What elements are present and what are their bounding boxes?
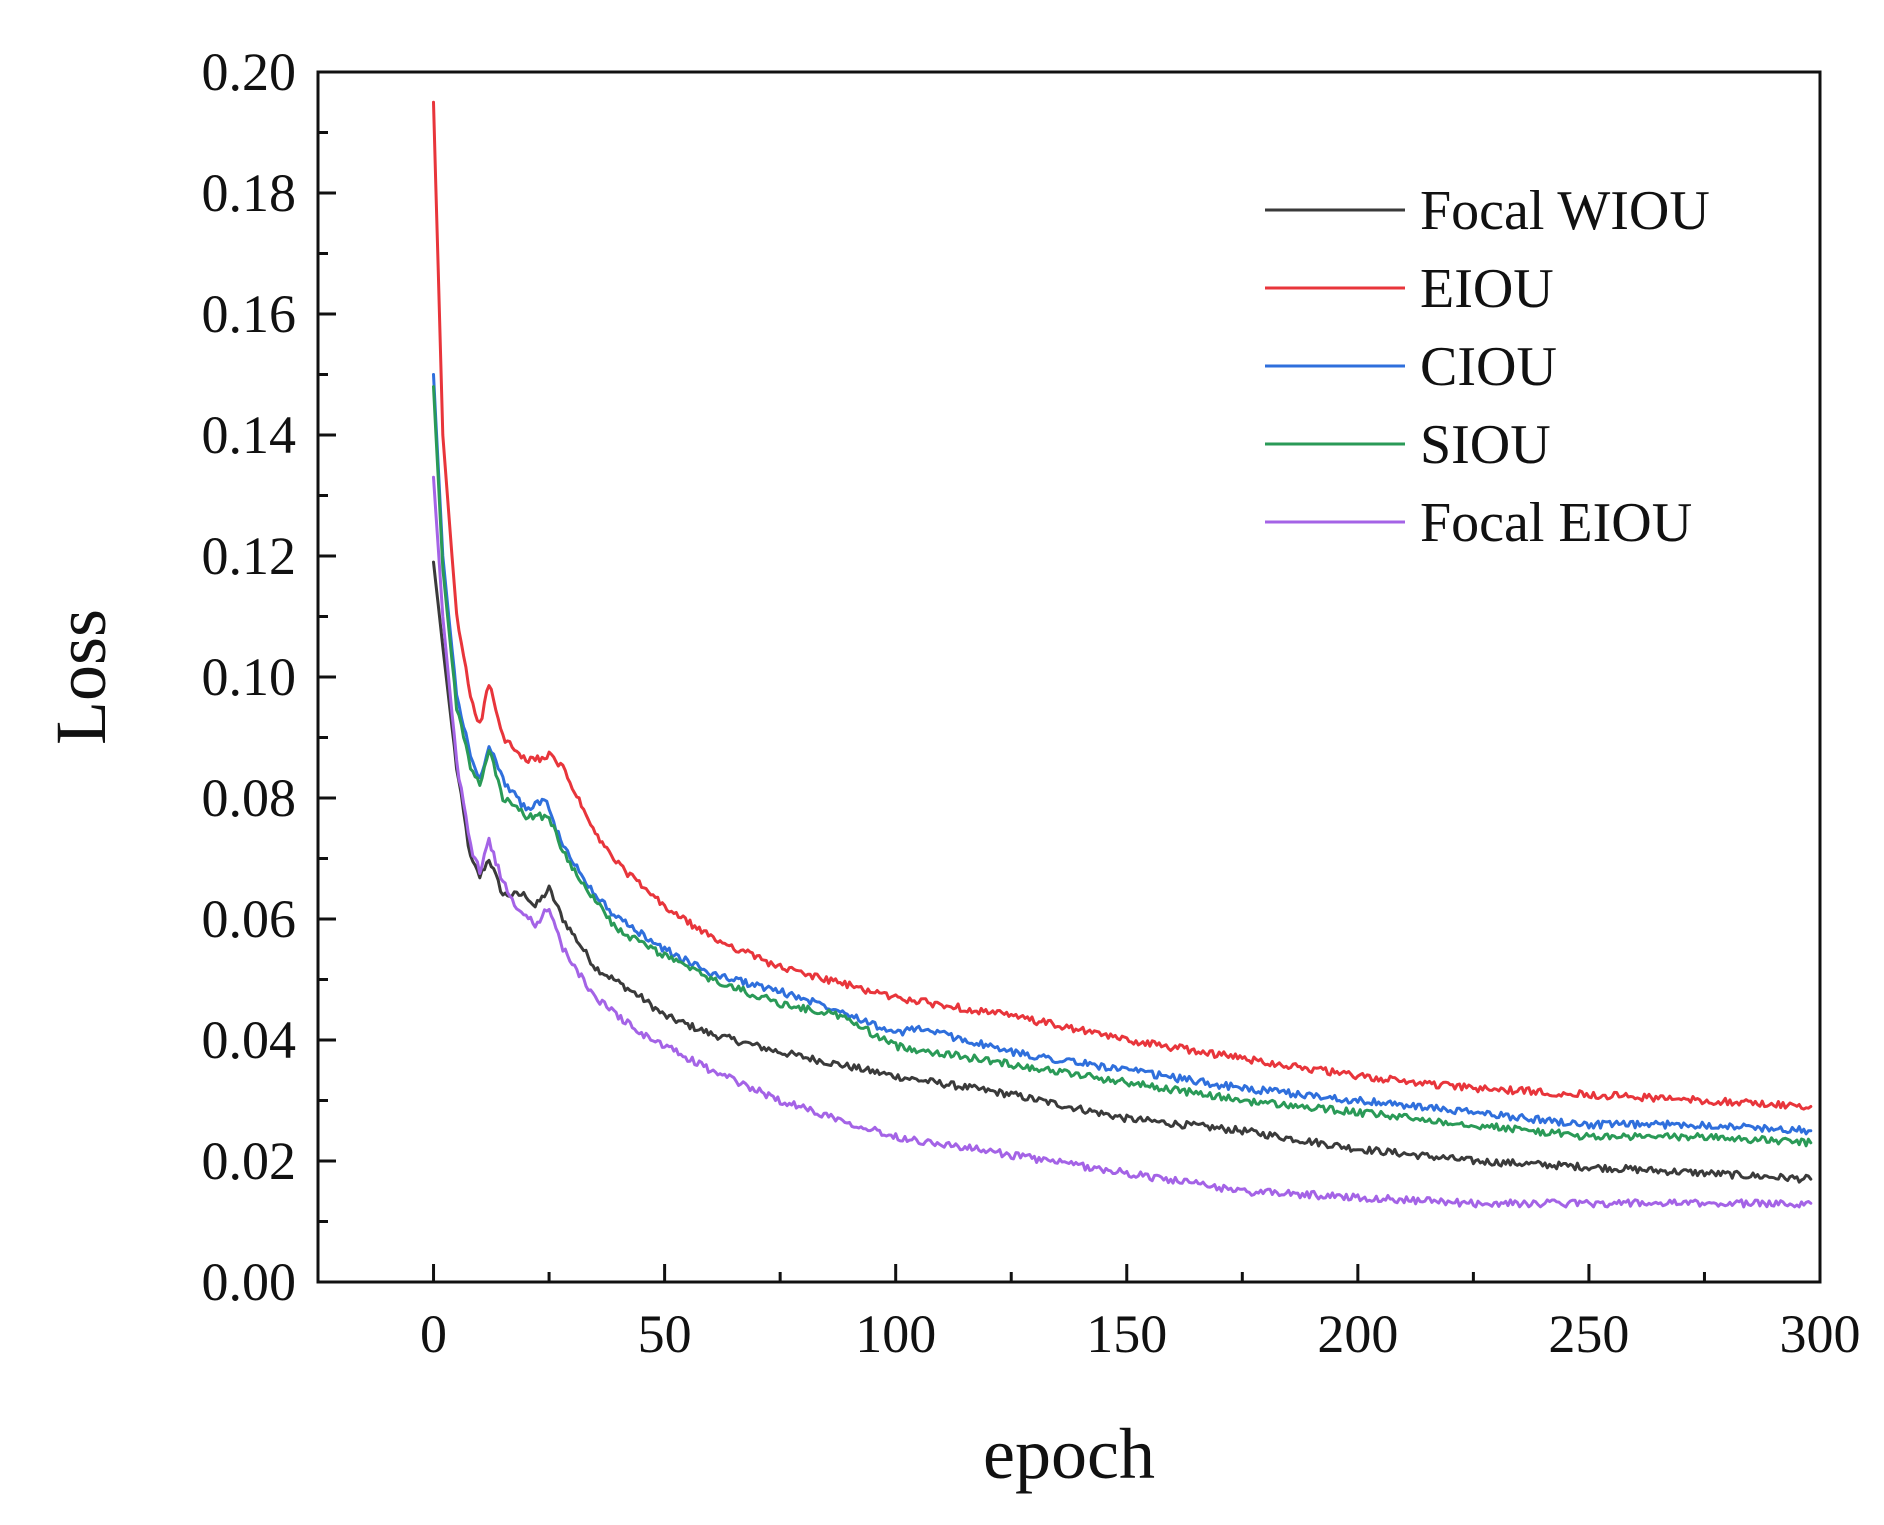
y-tick-label: 0.00 [202, 1252, 297, 1312]
legend-label: Focal EIOU [1420, 492, 1692, 554]
x-tick-label: 0 [420, 1304, 447, 1364]
plot-frame [316, 70, 1822, 1284]
legend: Focal WIOU EIOU CIOU SIOU Focal EIOU [1265, 180, 1710, 554]
x-tick-label: 150 [1086, 1304, 1167, 1364]
y-axis-title: Loss [41, 609, 121, 745]
y-tick-label: 0.02 [202, 1131, 297, 1191]
x-tick-label: 50 [638, 1304, 692, 1364]
axes: 0.00 0.02 0.04 0.06 0.08 0.10 0.12 0.14 0.16 0.18… [202, 42, 1861, 1364]
series-line-focal-wiou [432, 560, 1813, 1184]
series-line-focal-eiou [432, 475, 1813, 1209]
x-tick-label: 250 [1548, 1304, 1629, 1364]
series-line-eiou [432, 100, 1813, 1111]
y-tick-label: 0.16 [202, 284, 297, 344]
x-tick-label: 200 [1317, 1304, 1398, 1364]
legend-label: CIOU [1420, 336, 1557, 398]
y-tick-label: 0.18 [202, 163, 297, 223]
y-tick-label: 0.08 [202, 768, 297, 828]
series-line-siou [432, 385, 1813, 1148]
x-axis-title: epoch [983, 1414, 1155, 1494]
y-tick-label: 0.20 [202, 42, 297, 102]
x-tick-label: 100 [855, 1304, 936, 1364]
legend-label: SIOU [1420, 414, 1551, 476]
legend-label: EIOU [1420, 258, 1554, 320]
y-tick-label: 0.12 [202, 526, 297, 586]
y-tick-label: 0.10 [202, 647, 297, 707]
series-line-ciou [432, 373, 1813, 1136]
y-tick-label: 0.14 [202, 405, 297, 465]
y-tick-label: 0.04 [202, 1010, 297, 1070]
x-tick-label: 300 [1780, 1304, 1861, 1364]
y-tick-label: 0.06 [202, 889, 297, 949]
series-layer [432, 100, 1813, 1209]
legend-label: Focal WIOU [1420, 180, 1710, 242]
